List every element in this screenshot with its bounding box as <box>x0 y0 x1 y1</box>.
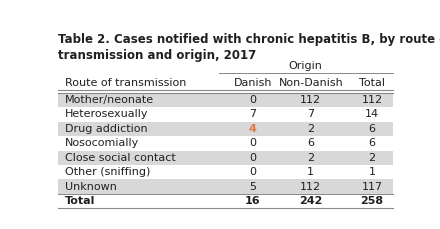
Text: Drug addiction: Drug addiction <box>65 124 148 134</box>
Text: 16: 16 <box>245 196 260 206</box>
Text: 2: 2 <box>307 153 314 163</box>
Text: 242: 242 <box>299 196 323 206</box>
FancyBboxPatch shape <box>59 93 392 107</box>
Text: 14: 14 <box>365 109 379 119</box>
Text: 0: 0 <box>249 138 256 148</box>
Text: 7: 7 <box>307 109 314 119</box>
Text: 4: 4 <box>249 124 257 134</box>
Text: 112: 112 <box>300 95 321 105</box>
Text: 7: 7 <box>249 109 257 119</box>
Text: Non-Danish: Non-Danish <box>279 78 343 88</box>
FancyBboxPatch shape <box>59 180 392 194</box>
Text: 6: 6 <box>369 124 376 134</box>
Text: 6: 6 <box>369 138 376 148</box>
Text: 258: 258 <box>360 196 384 206</box>
FancyBboxPatch shape <box>59 150 392 165</box>
Text: 5: 5 <box>249 182 256 192</box>
FancyBboxPatch shape <box>59 165 392 180</box>
FancyBboxPatch shape <box>59 136 392 150</box>
Text: 6: 6 <box>307 138 314 148</box>
Text: Danish: Danish <box>234 78 272 88</box>
Text: Mother/neonate: Mother/neonate <box>65 95 154 105</box>
Text: Close social contact: Close social contact <box>65 153 176 163</box>
FancyBboxPatch shape <box>59 122 392 136</box>
Text: 2: 2 <box>307 124 314 134</box>
Text: Other (sniffing): Other (sniffing) <box>65 167 150 177</box>
Text: 2: 2 <box>369 153 376 163</box>
Text: 112: 112 <box>362 95 383 105</box>
Text: Unknown: Unknown <box>65 182 117 192</box>
Text: 112: 112 <box>300 182 321 192</box>
Text: 117: 117 <box>362 182 383 192</box>
Text: Table 2. Cases notified with chronic hepatitis B, by route of
transmission and o: Table 2. Cases notified with chronic hep… <box>59 33 440 62</box>
Text: 0: 0 <box>249 153 256 163</box>
Text: Origin: Origin <box>289 61 323 71</box>
Text: Total: Total <box>65 196 95 206</box>
FancyBboxPatch shape <box>59 107 392 122</box>
Text: Heterosexually: Heterosexually <box>65 109 149 119</box>
Text: Route of transmission: Route of transmission <box>65 78 187 88</box>
Text: 1: 1 <box>307 167 314 177</box>
Text: 0: 0 <box>249 95 256 105</box>
Text: 0: 0 <box>249 167 256 177</box>
Text: Total: Total <box>359 78 385 88</box>
Text: Nosocomially: Nosocomially <box>65 138 139 148</box>
Text: 1: 1 <box>369 167 376 177</box>
FancyBboxPatch shape <box>59 194 392 208</box>
